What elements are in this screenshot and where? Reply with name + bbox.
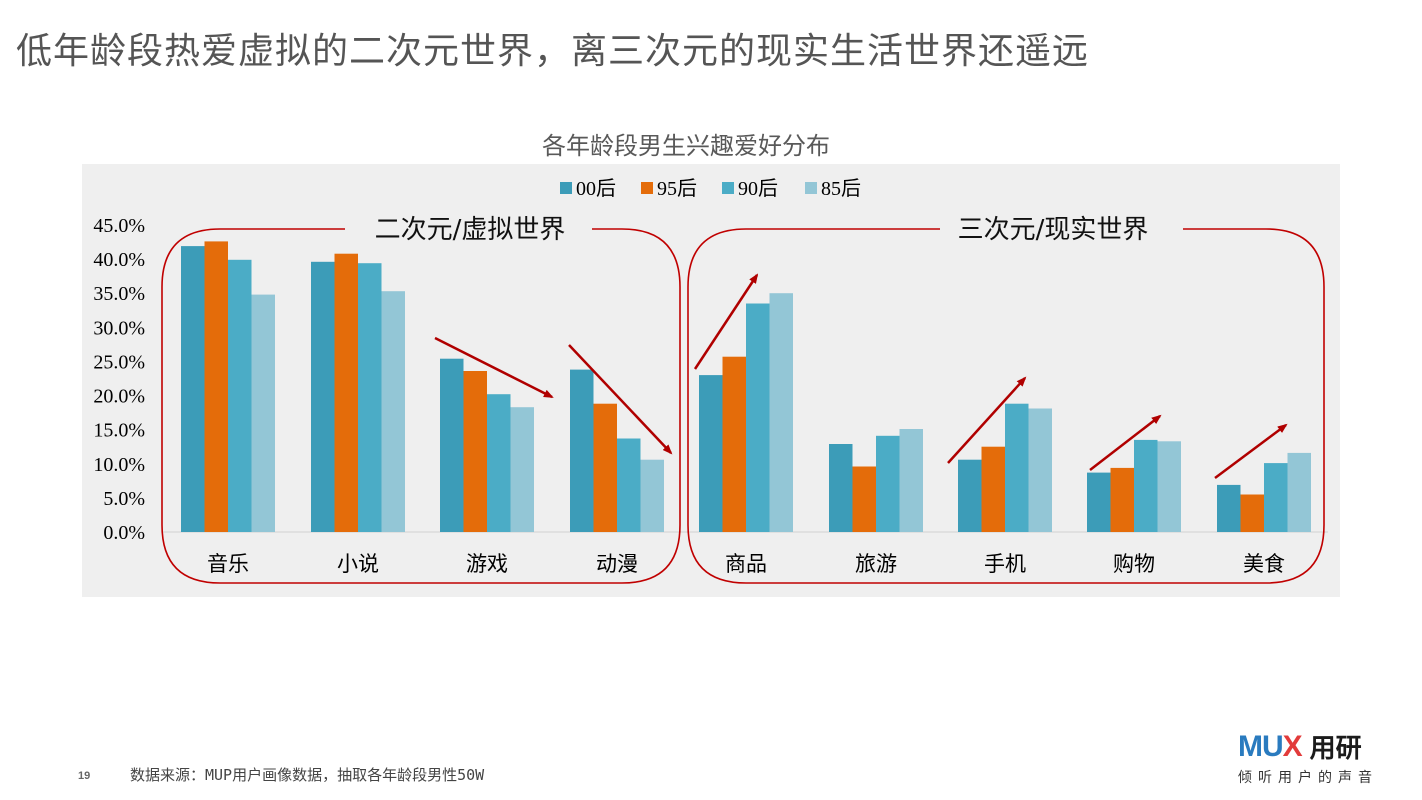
- bar: [1110, 467, 1134, 532]
- bar: [722, 356, 746, 532]
- bar: [1005, 403, 1029, 532]
- trend-arrow: [1089, 414, 1162, 471]
- y-tick-label: 0.0%: [103, 522, 145, 544]
- bar: [358, 263, 382, 532]
- page-number: 19: [78, 770, 91, 782]
- trend-arrow: [947, 376, 1027, 464]
- x-tick-label: 美食: [1243, 552, 1285, 576]
- bar: [958, 459, 982, 532]
- bar: [463, 371, 487, 532]
- bar: [699, 375, 723, 532]
- x-tick-label: 游戏: [466, 552, 508, 576]
- y-tick-label: 5.0%: [103, 488, 145, 510]
- bar: [899, 429, 923, 532]
- trend-arrow: [434, 336, 554, 399]
- bar: [381, 291, 405, 532]
- bar: [440, 358, 464, 532]
- bar: [1287, 452, 1311, 532]
- slide-title: 低年龄段热爱虚拟的二次元世界，离三次元的现实生活世界还遥远: [16, 31, 1090, 72]
- group-frames: 二次元/虚拟世界 三次元/现实世界: [161, 215, 1325, 584]
- x-tick-label: 手机: [984, 552, 1026, 576]
- bar: [181, 246, 205, 532]
- bar: [1087, 472, 1111, 532]
- y-tick-label: 25.0%: [93, 351, 145, 373]
- x-tick-label: 购物: [1113, 552, 1155, 576]
- x-tick-label: 旅游: [855, 552, 897, 576]
- bar: [204, 241, 228, 532]
- legend-label: 85后: [821, 177, 861, 200]
- bar: [1217, 484, 1241, 532]
- bars: [181, 241, 1311, 532]
- x-tick-label: 小说: [337, 552, 379, 576]
- bar: [251, 294, 275, 532]
- bar: [570, 369, 594, 532]
- legend-swatch: [805, 182, 817, 194]
- y-tick-label: 10.0%: [93, 454, 145, 476]
- y-tick-label: 30.0%: [93, 317, 145, 339]
- x-tick-label: 动漫: [596, 552, 638, 576]
- group-frame: [687, 228, 1325, 584]
- y-axis: 0.0% 5.0% 10.0% 15.0% 20.0% 25.0% 30.0% 35.0% 40…: [93, 215, 1328, 544]
- bar: [617, 438, 641, 532]
- logo-cn-text: 用研: [1309, 734, 1362, 764]
- bar: [1264, 463, 1288, 532]
- x-tick-label: 音乐: [207, 552, 249, 576]
- trend-arrow: [568, 344, 673, 455]
- legend-swatch: [560, 182, 572, 194]
- bar: [829, 444, 853, 532]
- bar: [981, 446, 1005, 532]
- brand-logo: MUX 用研 倾听用户的声音: [1238, 728, 1398, 787]
- bar: [487, 394, 511, 532]
- legend: 00后 95后 90后 85后: [560, 177, 861, 200]
- bar: [593, 403, 617, 532]
- bar: [876, 435, 900, 532]
- y-tick-label: 40.0%: [93, 249, 145, 271]
- y-tick-label: 45.0%: [93, 215, 145, 237]
- x-tick-label: 商品: [725, 552, 767, 576]
- legend-swatch: [641, 182, 653, 194]
- trend-arrows: [434, 273, 1288, 480]
- bar: [311, 261, 335, 532]
- footnote: 数据来源：MUP用户画像数据，抽取各年龄段男性50W: [130, 766, 485, 784]
- y-tick-label: 35.0%: [93, 283, 145, 305]
- y-tick-label: 20.0%: [93, 386, 145, 408]
- legend-label: 00后: [576, 177, 616, 200]
- x-axis-labels: 音乐 小说 游戏 动漫 商品 旅游 手机 购物 美食: [207, 552, 1285, 576]
- bar: [510, 407, 534, 532]
- bar: [746, 303, 770, 532]
- group-label: 二次元/虚拟世界: [375, 215, 566, 245]
- bar: [334, 253, 358, 532]
- bar: [1028, 408, 1052, 532]
- bar: [852, 466, 876, 532]
- logo-tagline: 倾听用户的声音: [1238, 770, 1378, 786]
- legend-swatch: [722, 182, 734, 194]
- logo-wordmark: MUX: [1238, 729, 1303, 763]
- bar: [228, 259, 252, 532]
- legend-label: 95后: [657, 177, 697, 200]
- group-frame: [161, 228, 681, 584]
- bar: [1240, 494, 1264, 532]
- chart-title: 各年龄段男生兴趣爱好分布: [542, 132, 830, 160]
- bar: [1134, 439, 1158, 532]
- legend-label: 90后: [738, 177, 778, 200]
- trend-arrow: [1214, 423, 1288, 480]
- bar: [769, 293, 793, 532]
- group-label: 三次元/现实世界: [958, 215, 1149, 245]
- y-tick-label: 15.0%: [93, 420, 145, 442]
- bar: [1157, 441, 1181, 532]
- bar: [640, 459, 664, 532]
- trend-arrow: [693, 273, 759, 370]
